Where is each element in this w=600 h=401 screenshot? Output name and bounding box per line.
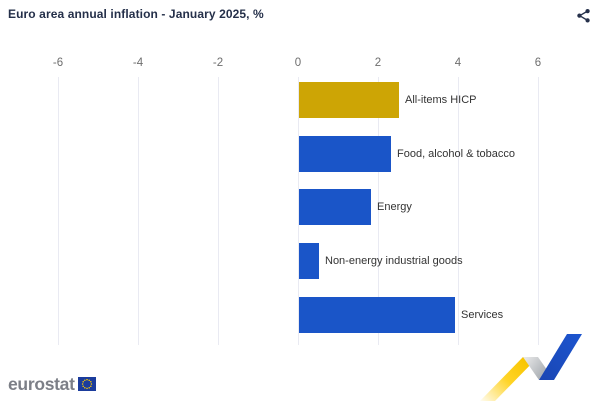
gridline-0 (298, 77, 299, 345)
chart-title: Euro area annual inflation - January 202… (8, 7, 264, 21)
share-button[interactable] (573, 5, 593, 25)
bar-food-alcohol-tobacco[interactable] (299, 135, 391, 172)
x-tick-label: 0 (294, 57, 302, 69)
x-tick-label: -2 (212, 57, 224, 69)
bar-all-items-hicp[interactable] (299, 82, 399, 118)
x-tick-label: 6 (534, 57, 542, 69)
gridline--6 (58, 77, 59, 345)
x-tick-label: 2 (374, 57, 382, 69)
bar-category-label: Food, alcohol & tobacco (397, 147, 516, 160)
bar-category-label: All-items HICP (405, 94, 477, 106)
gridline-6 (538, 77, 539, 345)
eurostat-logo-text: eurostat (8, 373, 75, 394)
x-tick-label: -4 (132, 57, 144, 69)
bar-energy[interactable] (299, 189, 371, 226)
bar-category-label: Services (461, 308, 504, 321)
gridline-2 (378, 77, 379, 345)
gridline--4 (138, 77, 139, 345)
bar-services[interactable] (299, 296, 455, 333)
share-icon (576, 8, 590, 23)
bar-category-label: Non-energy industrial goods (325, 255, 463, 268)
eurostat-logo[interactable]: eurostat (8, 373, 96, 394)
x-tick-label: -6 (52, 57, 64, 69)
bar-category-label: Energy (377, 201, 412, 214)
x-tick-label: 4 (454, 57, 462, 69)
gridline-4 (458, 77, 459, 345)
gridline--2 (218, 77, 219, 345)
eu-flag-icon (77, 377, 96, 392)
bar-non-energy-industrial-goods[interactable] (299, 243, 319, 280)
